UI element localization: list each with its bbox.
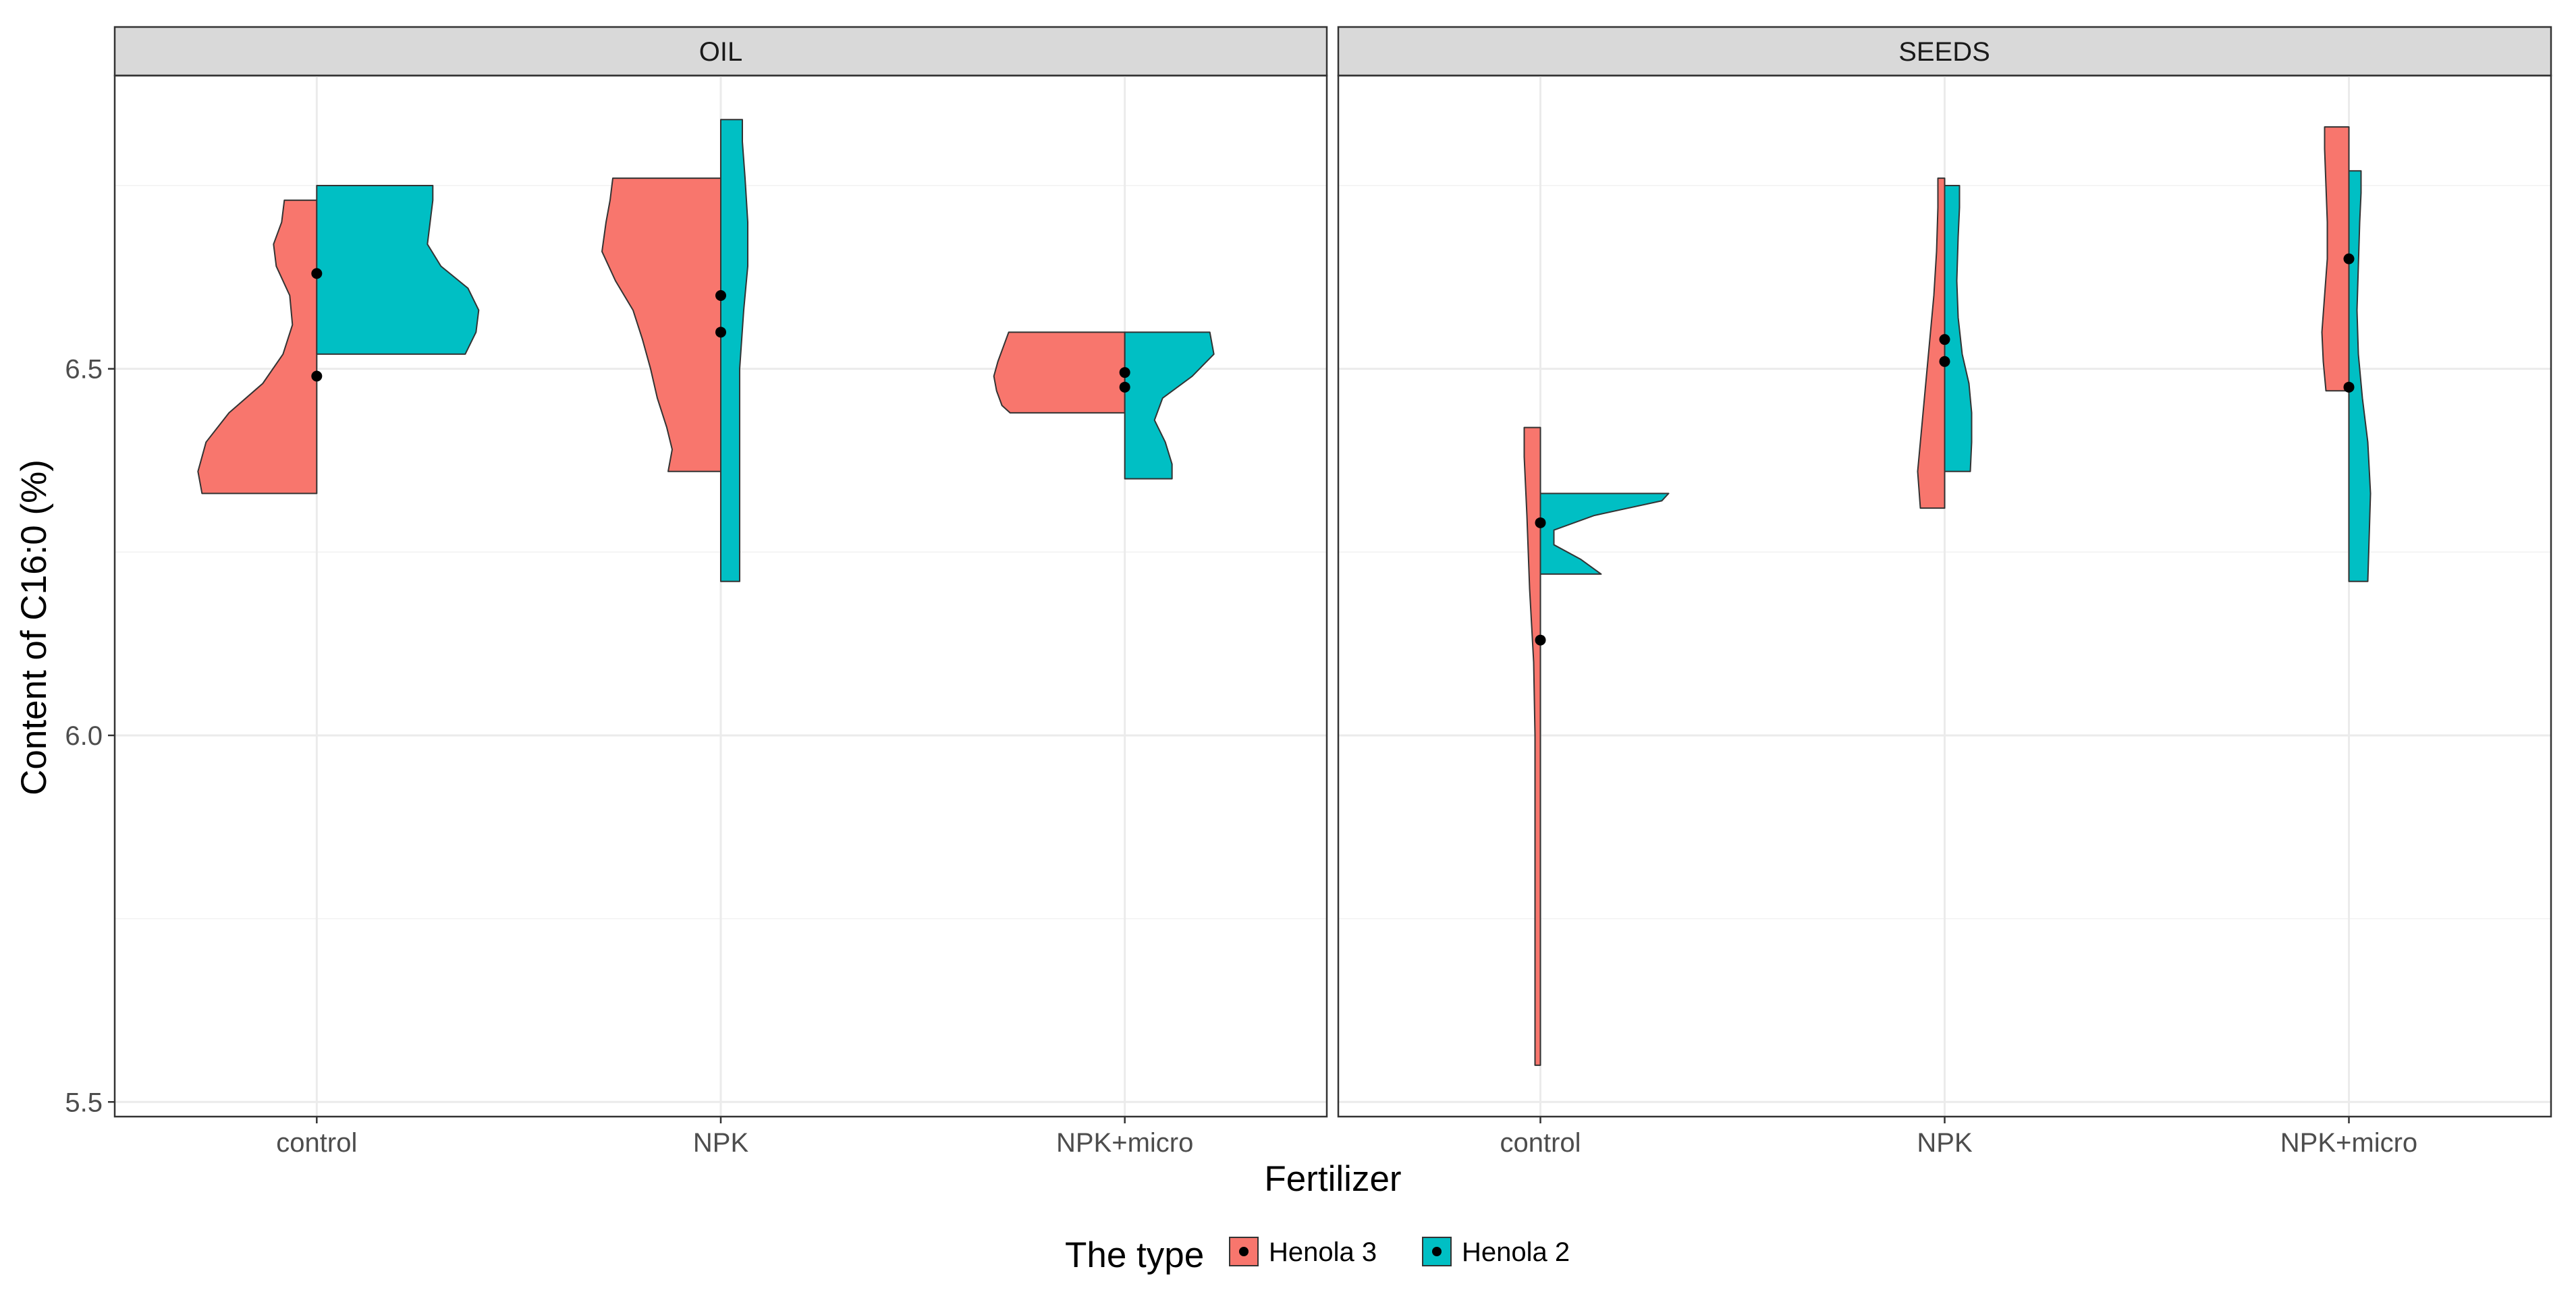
y-tick-label: 5.5 [65, 1088, 103, 1117]
legend-label-henola-3: Henola 3 [1269, 1237, 1377, 1267]
violin-oil-control-henola-2 [316, 184, 480, 355]
x-tick-label: control [276, 1128, 357, 1158]
panel-seeds: SEEDS [1337, 26, 2552, 1118]
point-seeds-npk-micro [2343, 381, 2355, 393]
x-axis: control NPK NPK+micro control NPK NPK+micro [276, 1117, 2417, 1158]
violins-oil [197, 119, 1215, 582]
point-oil-npk-micro [1119, 367, 1130, 378]
violin-seeds-npk-micro-henola-2 [2348, 170, 2372, 582]
y-tick-label: 6.0 [65, 721, 103, 751]
strip-label-seeds: SEEDS [1898, 37, 1990, 67]
violin-oil-npk-henola-2 [720, 119, 748, 582]
y-axis: 5.5 6.0 6.5 [65, 355, 115, 1117]
legend-title: The type [1065, 1235, 1204, 1275]
strip-seeds [1337, 26, 2552, 77]
violin-seeds-control-henola-3 [1523, 426, 1541, 1066]
point-oil-npk [715, 327, 726, 338]
violin-seeds-control-henola-2 [1539, 493, 1670, 575]
point-oil-npk [715, 289, 726, 301]
x-tick-label: control [1500, 1128, 1581, 1158]
x-tick-label: NPK+micro [1056, 1128, 1193, 1158]
y-tick-label: 6.5 [65, 355, 103, 385]
violin-seeds-npk-henola-2 [1944, 184, 1973, 472]
point-seeds-control [1535, 634, 1546, 646]
x-tick-label: NPK [1917, 1128, 1973, 1158]
x-tick-label: NPK+micro [2280, 1128, 2417, 1158]
violin-seeds-npk-micro-henola-3 [2321, 126, 2350, 392]
x-axis-title: Fertilizer [1264, 1159, 1401, 1199]
violin-oil-npk-micro-henola-2 [1124, 331, 1215, 480]
violin-oil-npk-henola-3 [601, 177, 721, 472]
point-seeds-npk [1939, 356, 1950, 367]
violin-seeds-npk-henola-3 [1917, 177, 1946, 509]
legend-key-point-henola-2 [1432, 1247, 1442, 1256]
legend-label-henola-2: Henola 2 [1462, 1237, 1570, 1267]
point-oil-npk-micro [1119, 381, 1130, 393]
point-seeds-npk-micro [2343, 253, 2355, 264]
violin-oil-npk-micro-henola-3 [993, 331, 1126, 414]
y-axis-title: Content of C16:0 (%) [14, 459, 54, 795]
point-oil-control [311, 370, 323, 382]
violins-seeds [1523, 126, 2372, 1066]
point-seeds-control [1535, 517, 1546, 528]
strip-label-oil: OIL [699, 37, 742, 67]
strip-oil [113, 26, 1328, 77]
point-seeds-npk [1939, 334, 1950, 345]
panel-oil: OIL [113, 26, 1328, 1118]
legend-key-point-henola-3 [1239, 1247, 1249, 1256]
legend: The type Henola 3 Henola 2 [1065, 1235, 1570, 1275]
x-tick-label: NPK [693, 1128, 749, 1158]
point-oil-control [311, 268, 323, 279]
violin-oil-control-henola-3 [197, 199, 318, 495]
